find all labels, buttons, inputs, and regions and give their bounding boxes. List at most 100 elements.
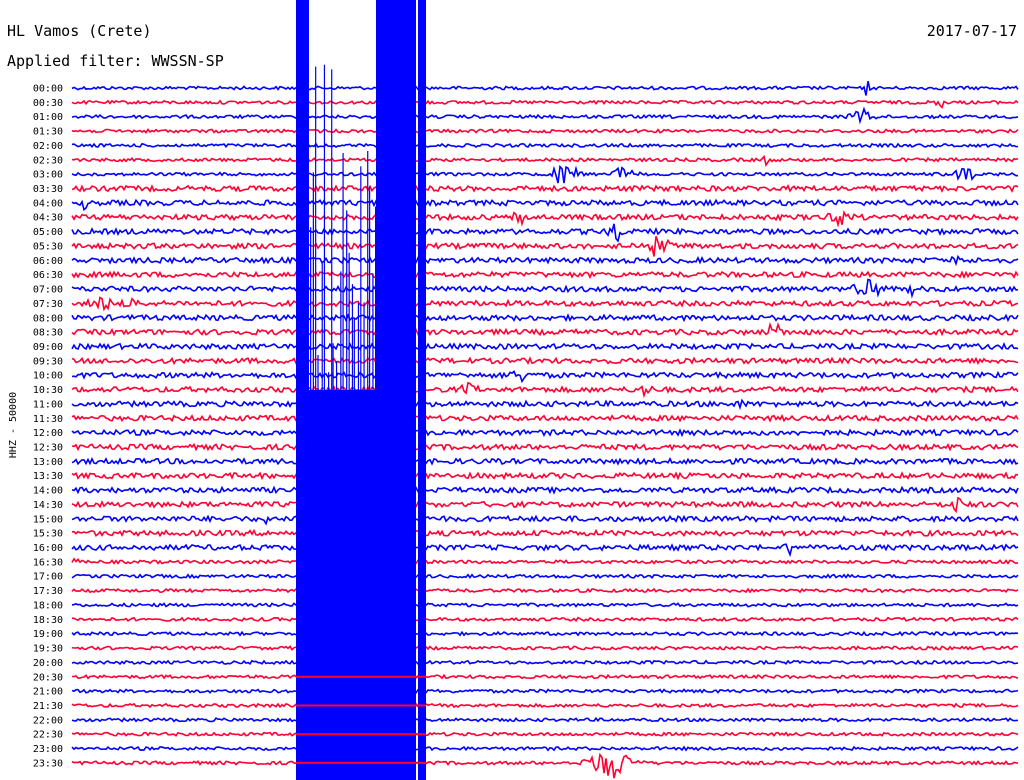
row-label: 10:00 <box>33 371 63 382</box>
date-label: 2017-07-17 <box>927 22 1017 40</box>
row-label: 21:00 <box>33 687 63 698</box>
trace-line <box>71 688 1019 695</box>
row-label: 23:30 <box>33 758 63 769</box>
row-label: 17:30 <box>33 586 63 597</box>
row-label: 02:00 <box>33 141 63 152</box>
trace-group <box>71 0 1019 780</box>
row-label: 15:00 <box>33 514 63 525</box>
saturated-band <box>418 0 426 780</box>
row-label: 05:00 <box>33 227 63 238</box>
trace-line <box>71 573 1019 580</box>
trace-line <box>71 702 1019 709</box>
trace-line <box>71 630 1019 637</box>
trace-line <box>71 209 1019 228</box>
row-label: 19:00 <box>33 629 63 640</box>
trace-line <box>71 442 1019 452</box>
trace-line <box>71 587 1019 594</box>
trace-line <box>71 321 1019 337</box>
row-label: 04:30 <box>33 213 63 224</box>
trace-line <box>71 514 1019 526</box>
row-label: 20:30 <box>33 672 63 683</box>
trace-line <box>71 752 1019 779</box>
trace-line <box>71 223 1019 243</box>
row-label-group: 00:00 00:30 01:00 01:30 02:00 02:30 03:00 03:30… <box>33 84 63 770</box>
row-label: 03:30 <box>33 184 63 195</box>
trace-line <box>71 428 1019 438</box>
trace-line <box>71 254 1019 267</box>
row-label: 20:00 <box>33 658 63 669</box>
row-label: 15:30 <box>33 529 63 540</box>
trace-line <box>71 528 1019 538</box>
trace-line <box>71 184 1019 193</box>
row-label: 12:00 <box>33 428 63 439</box>
trace-line <box>71 659 1019 666</box>
row-label: 23:00 <box>33 744 63 755</box>
trace-line <box>71 557 1019 565</box>
row-label: 06:30 <box>33 270 63 281</box>
trace-line <box>71 270 1019 280</box>
row-label: 16:00 <box>33 543 63 554</box>
row-label: 08:00 <box>33 313 63 324</box>
trace-line <box>71 673 1019 680</box>
trace-line <box>71 278 1019 299</box>
trace-line <box>71 99 1019 110</box>
trace-line <box>71 128 1019 134</box>
trace-line <box>71 106 1019 125</box>
trace-line <box>71 731 1019 738</box>
trace-line <box>71 496 1019 514</box>
row-label: 18:30 <box>33 615 63 626</box>
trace-line <box>71 142 1019 149</box>
trace-line <box>71 716 1019 723</box>
row-label: 14:00 <box>33 486 63 497</box>
row-label: 09:30 <box>33 356 63 367</box>
trace-line <box>71 616 1019 623</box>
station-title: HL Vamos (Crete) <box>7 22 152 40</box>
row-label: 01:00 <box>33 112 63 123</box>
row-label: 11:30 <box>33 414 63 425</box>
row-label: 11:00 <box>33 399 63 410</box>
trace-line <box>71 381 1019 399</box>
row-label: 12:30 <box>33 443 63 454</box>
trace-line <box>71 313 1019 323</box>
row-label: 17:00 <box>33 572 63 583</box>
row-label: 13:30 <box>33 471 63 482</box>
trace-line <box>71 296 1019 312</box>
row-label: 14:30 <box>33 500 63 511</box>
trace-line <box>71 413 1019 423</box>
row-label: 04:00 <box>33 198 63 209</box>
row-label: 03:00 <box>33 170 63 181</box>
trace-line <box>71 81 1019 96</box>
row-label: 09:00 <box>33 342 63 353</box>
trace-line <box>71 485 1019 495</box>
trace-line <box>71 398 1019 411</box>
trace-line <box>71 341 1019 351</box>
trace-line <box>71 602 1019 608</box>
row-label: 07:00 <box>33 285 63 296</box>
filter-label: Applied filter: WWSSN-SP <box>7 52 224 70</box>
row-label: 01:30 <box>33 127 63 138</box>
trace-line <box>71 456 1019 466</box>
row-label: 13:00 <box>33 457 63 468</box>
trace-line <box>71 154 1019 167</box>
trace-line <box>71 645 1019 651</box>
row-label: 06:00 <box>33 256 63 267</box>
row-label: 22:00 <box>33 715 63 726</box>
saturated-band <box>376 0 416 780</box>
row-label: 21:30 <box>33 701 63 712</box>
row-label: 19:30 <box>33 644 63 655</box>
row-label: 00:30 <box>33 98 63 109</box>
trace-line <box>71 471 1019 481</box>
trace-line <box>71 370 1019 384</box>
trace-line <box>71 198 1019 212</box>
row-label: 00:00 <box>33 84 63 95</box>
row-label: 07:30 <box>33 299 63 310</box>
y-axis-label: HHZ - 50000 <box>8 392 19 458</box>
trace-line <box>71 543 1019 558</box>
row-label: 02:30 <box>33 155 63 166</box>
row-label: 05:30 <box>33 241 63 252</box>
trace-line <box>71 356 1019 366</box>
trace-line <box>71 236 1019 257</box>
trace-line <box>71 164 1019 184</box>
row-label: 08:30 <box>33 328 63 339</box>
